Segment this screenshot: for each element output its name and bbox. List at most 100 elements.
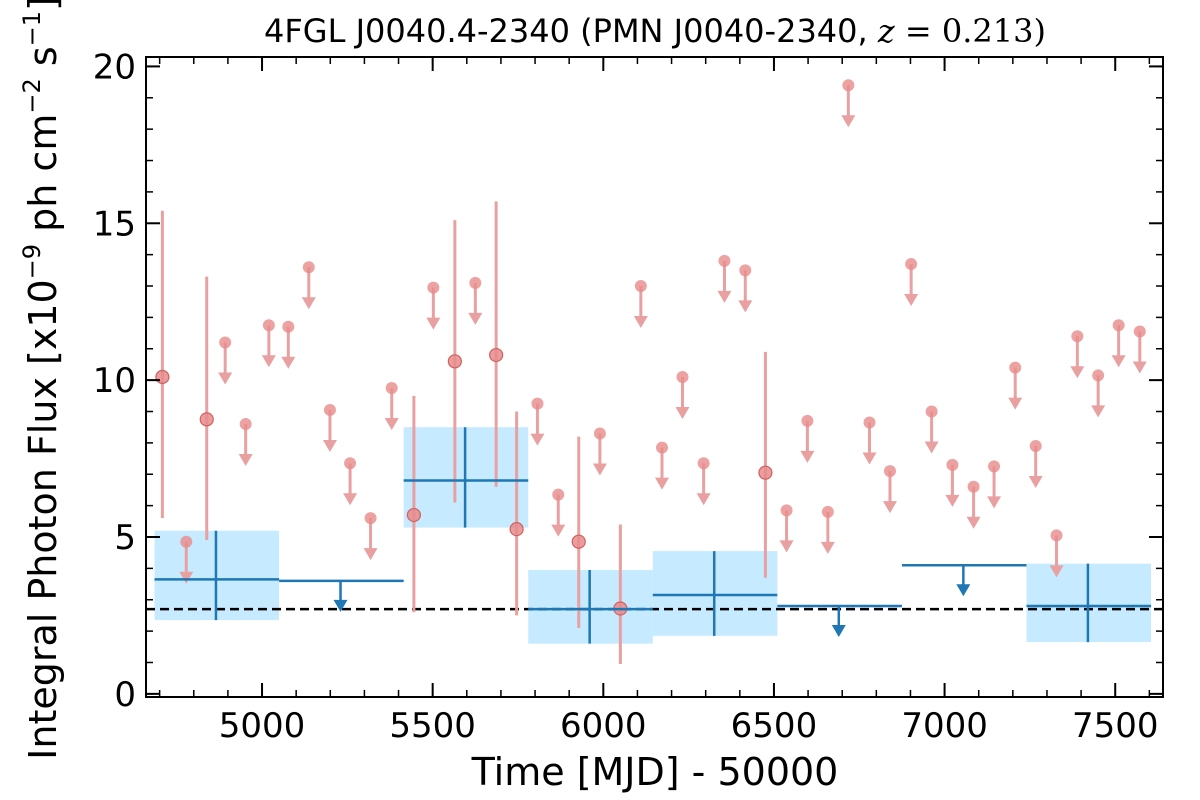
fine-ul-arrowhead-28 [924, 441, 939, 454]
fine-upper-limit-27 [904, 258, 919, 307]
fine-ul-arrowhead-15 [633, 316, 648, 329]
fine-ul-point-1 [219, 336, 232, 349]
fine-ul-point-24 [842, 79, 855, 92]
fine-upper-limit-12 [530, 397, 545, 446]
y-tick-label-2: 10 [93, 361, 136, 401]
plot-frame [145, 56, 1164, 698]
fine-ul-arrowhead-18 [696, 493, 711, 506]
fine-ul-arrowhead-20 [738, 300, 753, 313]
x-axis-title: Time [MJD] - 50000 [471, 750, 839, 794]
fine-upper-limit-22 [800, 414, 815, 463]
fine-ul-arrowhead-24 [841, 115, 856, 128]
fine-upper-limit-23 [820, 505, 835, 554]
fine-upper-limit-4 [281, 320, 296, 369]
fine-ul-point-8 [364, 512, 377, 525]
fine-ul-arrowhead-21 [779, 540, 794, 553]
fine-detection-1 [199, 276, 214, 541]
coarse-upper-limit-2 [901, 563, 1027, 597]
coarse-ul-arrowhead-1 [831, 625, 846, 638]
fine-upper-limit-33 [1028, 440, 1043, 489]
fine-detection-3 [447, 220, 462, 503]
fine-ul-arrowhead-14 [592, 463, 607, 476]
tick-labels: 5000 5500 6000 6500 7000 7500 0 5 10 15 20 [93, 47, 1159, 746]
coarse-detection-0 [154, 530, 280, 621]
fine-ul-point-9 [385, 381, 398, 394]
fine-ul-point-30 [967, 480, 980, 493]
fine-ul-point-28 [925, 405, 938, 418]
fine-ul-arrowhead-0 [179, 571, 194, 584]
coarse-ul-arrowhead-2 [956, 584, 971, 597]
fine-ul-arrowhead-8 [363, 548, 378, 561]
fine-ul-point-13 [552, 488, 565, 501]
coarse-detection-4 [1026, 563, 1152, 643]
fine-ul-point-14 [593, 427, 606, 440]
fine-point-8 [758, 465, 773, 480]
x-tick-label-4: 7000 [901, 706, 988, 746]
fine-ul-point-0 [180, 535, 193, 548]
coarse-upper-limit-1 [777, 604, 902, 638]
fine-ul-arrowhead-11 [468, 312, 483, 325]
fine-ul-arrowhead-23 [820, 541, 835, 554]
fine-ul-arrowhead-5 [301, 297, 316, 310]
coarse-upper-limit-0 [279, 579, 404, 612]
fine-ul-arrowhead-27 [904, 294, 919, 307]
y-tick-label-1: 5 [114, 518, 136, 558]
y-tick-label-4: 20 [93, 47, 136, 87]
fine-binned-series [155, 79, 1147, 665]
fine-ul-point-17 [676, 371, 689, 383]
fine-ul-arrowhead-2 [238, 454, 253, 467]
fine-ul-arrowhead-22 [800, 450, 815, 463]
fine-ul-point-11 [469, 276, 482, 289]
fine-ul-point-32 [1009, 361, 1022, 374]
fine-ul-arrowhead-34 [1049, 565, 1064, 578]
fine-upper-limit-3 [261, 319, 276, 368]
fine-upper-limit-14 [592, 427, 607, 476]
fine-upper-limit-7 [343, 457, 358, 506]
fine-upper-limit-0 [179, 535, 194, 584]
fine-ul-point-7 [344, 457, 357, 470]
fine-upper-limit-16 [655, 441, 670, 490]
fine-ul-arrowhead-25 [862, 452, 877, 465]
fine-upper-limit-36 [1091, 369, 1106, 418]
fine-ul-arrowhead-29 [945, 494, 960, 507]
fine-ul-arrowhead-1 [218, 372, 233, 385]
fine-point-4 [489, 347, 504, 363]
fine-ul-arrowhead-32 [1008, 397, 1023, 410]
fine-upper-limit-31 [987, 460, 1002, 509]
fine-point-3 [447, 354, 462, 369]
fine-point-0 [155, 369, 170, 385]
fine-upper-limit-38 [1132, 325, 1147, 374]
fine-upper-limit-11 [468, 276, 483, 325]
fine-point-6 [571, 534, 586, 549]
fine-point-1 [199, 412, 214, 427]
fine-upper-limit-15 [633, 280, 648, 329]
fine-ul-arrowhead-12 [530, 433, 545, 446]
fine-upper-limit-21 [779, 504, 794, 553]
fine-upper-limit-20 [738, 264, 753, 313]
fine-upper-limit-9 [384, 381, 399, 430]
fine-ul-point-38 [1133, 325, 1146, 338]
fine-upper-limit-18 [696, 457, 711, 506]
y-tick-label-3: 15 [93, 204, 136, 244]
fine-ul-point-31 [988, 460, 1001, 473]
fine-ul-arrowhead-7 [343, 493, 358, 506]
fine-ul-point-21 [780, 504, 793, 517]
fine-upper-limit-5 [301, 261, 316, 310]
fine-upper-limit-32 [1008, 361, 1023, 410]
fine-ul-point-6 [323, 403, 336, 416]
x-tick-label-5: 7500 [1072, 706, 1159, 746]
fine-ul-arrowhead-35 [1070, 366, 1085, 379]
fine-detection-0 [155, 210, 170, 519]
fine-ul-point-25 [863, 416, 876, 429]
y-tick-label-0: 0 [114, 675, 136, 715]
fine-ul-point-33 [1029, 440, 1042, 453]
fine-upper-limit-34 [1049, 529, 1064, 578]
fine-ul-arrowhead-6 [322, 439, 337, 452]
x-tick-label-3: 6500 [731, 706, 818, 746]
fine-detection-2 [406, 395, 422, 613]
coarse-detection-3 [652, 551, 778, 636]
coarse-error-bands [154, 427, 1152, 644]
fine-detection-6 [571, 436, 586, 628]
fine-ul-arrowhead-10 [426, 317, 441, 330]
